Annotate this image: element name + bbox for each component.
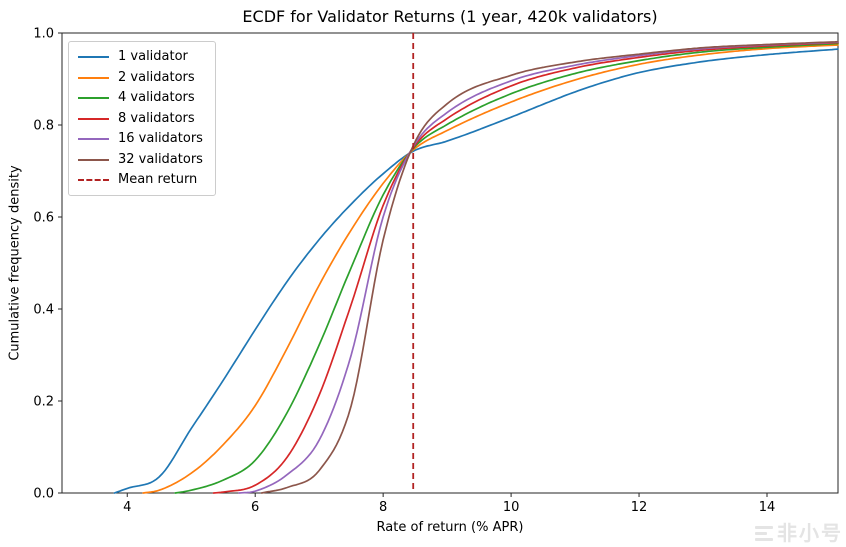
legend-item-label: 2 validators [118,69,195,85]
y-tick-label: 0.2 [33,395,54,410]
legend-item: Mean return [78,172,203,188]
legend-item-label: 4 validators [118,90,195,105]
y-tick-label: 0.6 [33,211,54,226]
x-axis-label: Rate of return (% APR) [376,520,524,535]
legend-line-sample [78,97,109,99]
series-8-validators [212,41,839,494]
legend-item: 16 validators [78,131,203,147]
axes-frame [61,32,839,494]
legend-item-label: 32 validators [118,151,203,167]
series-1-validator [113,48,839,494]
chart-title: ECDF for Validator Returns (1 year, 420k… [242,7,658,26]
legend: 1 validator 2 validators 4 validators 8 val… [68,41,216,196]
legend-line-sample [78,138,109,140]
y-tick-label: 0.0 [33,487,54,502]
x-tick-label: 4 [123,500,131,515]
legend-line-sample [78,158,109,161]
legend-item-label: 8 validators [118,110,195,126]
legend-item-label: Mean return [118,172,198,187]
series-4-validators [174,42,839,494]
legend-dashed-line-sample [78,179,109,181]
watermark: 非小号 [755,523,843,543]
legend-line-sample [78,76,109,79]
legend-line-sample [78,117,109,120]
legend-item: 32 validators [78,152,203,168]
y-axis-label: Cumulative frequency density [7,165,23,361]
x-tick-label: 10 [503,500,520,515]
x-tick-label: 14 [759,500,776,515]
x-tick-label: 8 [379,500,387,515]
y-tick-label: 0.4 [33,303,54,318]
legend-item: 8 validators [78,111,203,127]
series-2-validators [142,44,839,494]
x-tick-label: 6 [251,500,259,515]
y-tick-label: 0.8 [33,119,54,134]
y-tick-label: 1.0 [33,27,54,42]
legend-item: 4 validators [78,90,203,106]
watermark-logo-icon [755,525,773,541]
legend-item: 1 validator [78,49,203,65]
series-32-validators [260,40,839,494]
legend-item-label: 16 validators [118,131,203,146]
x-tick-label: 12 [631,500,648,515]
legend-line-sample [78,56,109,58]
watermark-text: 非小号 [777,521,843,545]
legend-item-label: 1 validator [118,49,188,64]
legend-item: 2 validators [78,70,203,86]
